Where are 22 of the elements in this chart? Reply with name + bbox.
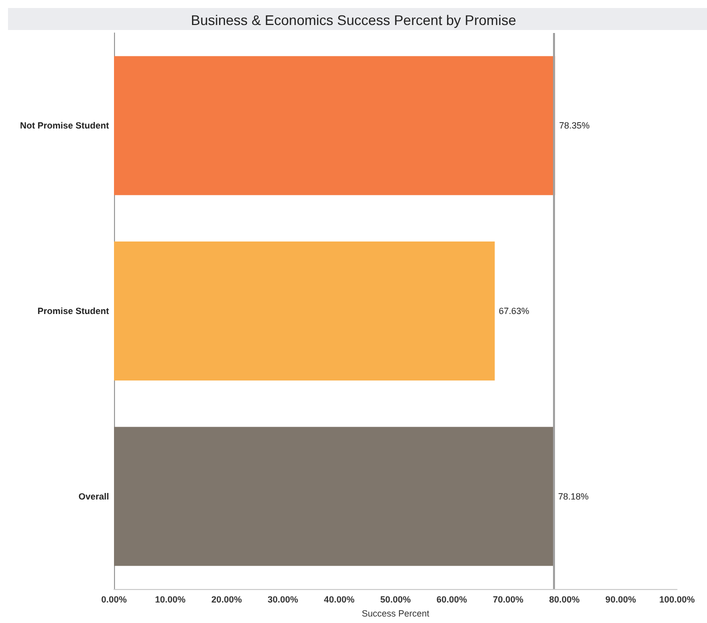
x-tick-label: 0.00% (101, 594, 127, 604)
bar (114, 242, 495, 380)
bar (114, 56, 556, 196)
x-tick-label: 70.00% (492, 594, 524, 604)
x-tick-label: 30.00% (268, 594, 298, 604)
y-tick-label: Promise Student (37, 306, 109, 316)
data-label: 78.35% (559, 120, 590, 131)
x-tick-label: 10.00% (155, 594, 186, 604)
x-tick-label: 80.00% (549, 594, 580, 604)
chart-title: Business & Economics Success Percent by Promise (190, 12, 516, 28)
x-tick-label: 20.00% (211, 594, 242, 604)
x-tick-label: 90.00% (605, 594, 636, 604)
y-tick-label: Overall (78, 491, 109, 502)
x-tick-label: 40.00% (324, 594, 354, 604)
x-tick-label: 100.00% (659, 594, 695, 604)
y-tick-label: Not Promise Student (20, 120, 109, 131)
data-label: 78.18% (558, 491, 589, 502)
x-tick-label: 60.00% (436, 594, 468, 604)
x-tick-label: 50.00% (380, 594, 411, 604)
data-label: 67.63% (498, 306, 530, 316)
x-axis-title: Success Percent (362, 608, 430, 618)
bar (114, 426, 554, 566)
